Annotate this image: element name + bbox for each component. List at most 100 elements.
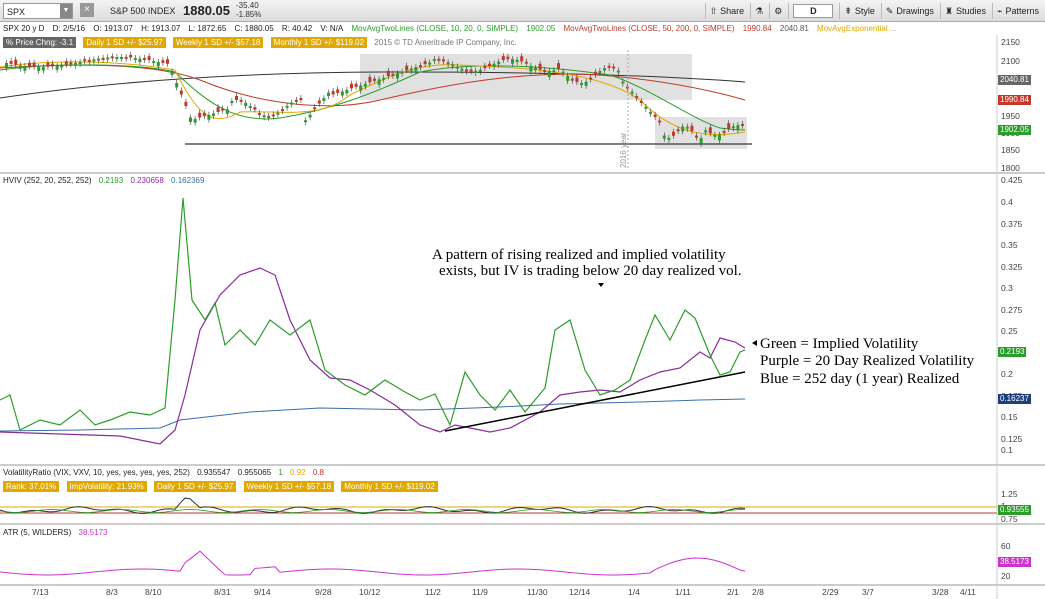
hviv-axis-label: 0.3 — [1001, 283, 1013, 293]
atr-label: ATR (5, WILDERS) 38.5173 — [3, 528, 108, 537]
vr-weekly-tag[interactable]: Weekly 1 SD +/- $57.18 — [243, 481, 335, 492]
candle-body — [235, 95, 238, 101]
bar-volume: V: N/A — [320, 24, 344, 33]
candle-body — [561, 71, 565, 74]
candle-body — [129, 54, 133, 58]
time-axis-label: 4/11 — [960, 587, 976, 597]
candle-body — [368, 76, 372, 83]
hviv-axis-label: 0.15 — [1001, 412, 1018, 422]
ma2-label[interactable]: MovAvgTwoLines (CLOSE, 50, 200, 0, SIMPL… — [563, 24, 735, 33]
year-marker-text: 2016 year — [619, 132, 628, 168]
candle-body — [327, 92, 330, 97]
vr-tags: Rank: 37.01% ImpVolatility: 21.93% Daily… — [3, 481, 443, 492]
candle-body — [635, 96, 639, 99]
candle-body — [414, 67, 418, 71]
ma200-line — [0, 71, 746, 99]
time-axis-label: 11/30 — [527, 587, 548, 597]
vr-daily-tag[interactable]: Daily 1 SD +/- $25.97 — [154, 481, 237, 492]
hv252-line — [0, 398, 746, 432]
candle-body — [51, 63, 54, 67]
pct-change-tag[interactable]: % Price Chng: -3.1 — [3, 37, 77, 48]
candle-body — [488, 63, 491, 67]
monthly-sd-tag[interactable]: Monthly 1 SD +/- $119.02 — [270, 37, 368, 48]
candle-body — [598, 71, 602, 74]
time-axis-label: 8/31 — [214, 587, 231, 597]
candle-body — [543, 69, 547, 72]
rank-tag[interactable]: Rank: 37.01% — [3, 481, 60, 492]
bar-date: D: 2/5/16 — [52, 24, 86, 33]
style-button[interactable]: ⇞ Style — [839, 3, 879, 19]
last-price: 1880.05 — [183, 3, 230, 18]
drawings-button[interactable]: ✎ Drawings — [880, 3, 938, 19]
candle-body — [179, 90, 183, 95]
candle-body — [423, 61, 427, 65]
patterns-button[interactable]: ⌁ Patterns — [992, 3, 1043, 19]
hv20-line — [0, 267, 746, 445]
atr-axis-3: 20 — [1001, 571, 1011, 581]
candle-body — [676, 129, 680, 132]
vr-monthly-tag[interactable]: Monthly 1 SD +/- $119.02 — [341, 481, 438, 492]
candle-body — [741, 123, 744, 126]
candle-body — [524, 61, 528, 64]
candle-body — [340, 91, 344, 96]
ma3-label[interactable]: MovAvgExponential ... — [817, 24, 897, 33]
candle-body — [589, 77, 593, 80]
candle-body — [262, 115, 266, 118]
candle-body — [161, 60, 165, 63]
candle-body — [699, 137, 703, 144]
legend-green: Green = Implied Volatility — [760, 336, 919, 352]
candle-body — [363, 83, 367, 87]
legend-blue: Blue = 252 day (1 year) Realized — [760, 371, 960, 387]
candle-body — [28, 62, 31, 67]
studies-button[interactable]: ♜ Studies — [939, 3, 990, 19]
time-axis-label: 12/14 — [569, 587, 591, 597]
candle-body — [649, 111, 652, 114]
candle-body — [115, 57, 119, 60]
candle-body — [184, 101, 188, 106]
candle-body — [253, 107, 257, 110]
candle-body — [630, 91, 634, 94]
hviv-axis-label: 0.275 — [1001, 305, 1023, 315]
hviv-axis-label: 0.325 — [1001, 262, 1023, 272]
chart-style-icon: ⇞ — [844, 6, 852, 16]
candle-body — [74, 62, 77, 66]
hviv-axis-label: 0.4 — [1001, 197, 1013, 207]
daily-sd-tag[interactable]: Daily 1 SD +/- $25.97 — [83, 37, 166, 48]
impvol-tag[interactable]: ImpVolatility: 21.93% — [66, 481, 147, 492]
symbol-input[interactable]: SPX ▼ — [3, 3, 73, 19]
share-button[interactable]: ⇧ Share — [704, 3, 749, 19]
symbol-dropdown-icon[interactable]: ▼ — [60, 4, 72, 18]
candle-body — [212, 113, 215, 117]
candle-body — [32, 62, 36, 67]
candle-body — [575, 77, 579, 83]
candle-body — [469, 69, 473, 72]
candle-body — [547, 70, 551, 77]
candle-body — [373, 78, 376, 81]
iv-line — [0, 197, 746, 431]
settings-button[interactable]: ⚙ — [769, 3, 786, 19]
candle-body — [713, 134, 717, 137]
candle-body — [658, 120, 662, 123]
candle-body — [722, 131, 726, 134]
flask-button[interactable]: ⚗ — [750, 3, 767, 19]
weekly-sd-tag[interactable]: Weekly 1 SD +/- $57.18 — [172, 37, 264, 48]
candle-body — [202, 112, 206, 117]
time-axis-label: 9/28 — [315, 587, 332, 597]
candle-body — [285, 105, 289, 108]
period-select[interactable]: D — [788, 3, 837, 19]
annotation-headline-2: exists, but IV is trading below 20 day r… — [439, 263, 742, 279]
ma1-label[interactable]: MovAvgTwoLines (CLOSE, 10, 20, 0, SIMPLE… — [351, 24, 519, 33]
patterns-icon: ⌁ — [997, 6, 1003, 16]
candle-body — [143, 57, 146, 60]
candle-body — [97, 58, 100, 61]
bar-open: O: 1913.07 — [93, 24, 133, 33]
time-axis-label: 7/13 — [32, 587, 49, 597]
candle-body — [170, 71, 174, 75]
candle-body — [409, 68, 413, 71]
candle-body — [557, 63, 560, 69]
symbol-clear-icon[interactable]: × — [80, 3, 94, 17]
iv-badge: 0.2193 — [998, 347, 1027, 357]
candle-body — [331, 91, 335, 95]
candle-body — [83, 59, 87, 62]
